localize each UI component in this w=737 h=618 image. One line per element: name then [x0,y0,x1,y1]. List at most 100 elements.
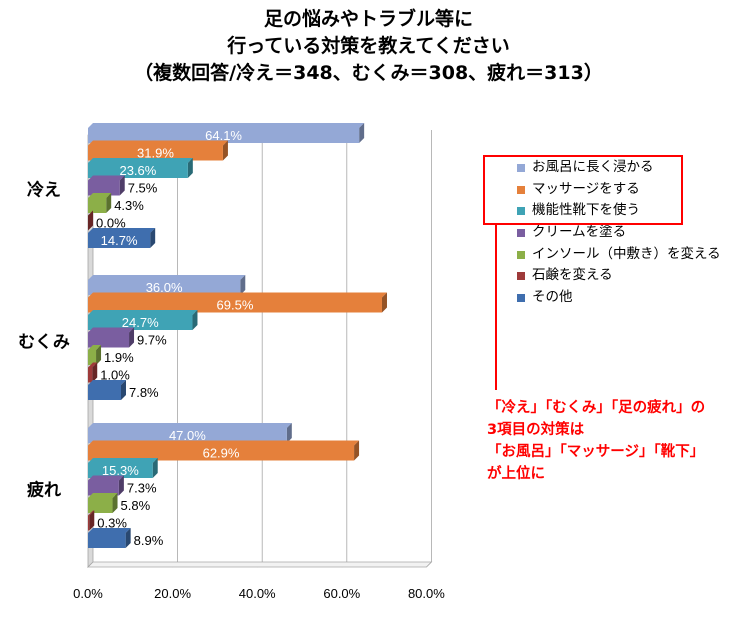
bar-top [88,380,126,385]
data-label: 62.9% [203,446,240,461]
callout-annotation: 「冷え」「むくみ」「足の疲れ」の 3項目の対策は 「お風呂」「マッサージ」「靴下… [487,397,727,485]
data-label: 69.5% [217,298,254,313]
data-label: 64.1% [205,128,242,143]
legend: お風呂に長く浸かる マッサージをする 機能性靴下を使うクリームを塗る インソール（中敷… [515,157,721,309]
bar-top [88,123,365,128]
title-line-3: （複数回答/冷え＝348、むくみ＝308、疲れ＝313） [134,62,603,84]
x-tick-label: 40.0% [239,586,276,601]
bar-top [88,292,387,298]
bar-side [129,327,135,348]
category-label: 疲れ [27,479,61,500]
legend-label: お風呂に長く浸かる [532,159,654,175]
x-tick-label: 60.0% [323,586,360,601]
bar [88,145,223,161]
bar-side [125,528,131,548]
legend-swatch [517,250,525,259]
bar [88,350,97,365]
bar [88,280,241,295]
category-label: むくみ [18,332,70,352]
data-label: 5.8% [121,498,151,513]
bar [88,233,151,248]
data-label: 1.9% [104,350,134,365]
bar-side [150,228,156,248]
bar [88,315,193,330]
axis-floor [87,561,433,568]
bar-top [88,158,193,163]
x-tick-label: 20.0% [154,586,191,601]
bar-top [88,193,112,198]
legend-swatch [517,229,525,238]
legend-item: 機能性靴下を使う [515,200,721,222]
bar-top [88,493,118,498]
x-tick-label: 80.0% [408,586,445,601]
bar-top [88,175,125,181]
bar-top [88,310,198,315]
data-label: 9.7% [137,333,167,348]
legend-highlight-box [483,155,683,225]
data-label: 14.7% [101,233,138,248]
legend-swatch [517,272,525,281]
legend-item: マッサージをする [515,179,721,201]
data-label: 15.3% [102,463,139,478]
legend-item: クリームを塗る [515,222,721,244]
chart-title: 足の悩みやトラブル等に 行っている対策を教えてください （複数回答/冷え＝348… [0,6,737,87]
bar-side [88,210,93,231]
bar-top [88,423,292,428]
legend-item: その他 [515,287,721,309]
bar-top [88,140,228,146]
bar-side [286,423,292,443]
data-label: 31.9% [137,146,174,161]
callout-line-2: 3項目の対策は [487,422,585,438]
bar-side [118,475,124,496]
callout-line-3: 「お風呂」「マッサージ」「靴下」 [487,444,705,460]
bar-side [240,275,246,295]
bar-top [88,528,131,533]
legend-item: お風呂に長く浸かる [515,157,721,179]
bar-side [381,292,387,313]
bar-side [354,440,360,461]
bar-side [92,362,98,383]
bar-side [187,158,193,178]
bar-side [192,310,198,330]
legend-label: その他 [532,289,573,306]
legend-swatch [517,294,525,303]
bar-top [88,475,124,481]
bar-top [88,327,135,333]
bar [88,128,360,143]
data-label: 8.9% [134,533,164,548]
legend-swatch [517,185,525,194]
legend-swatch [517,164,525,172]
bar-top [88,275,246,280]
data-label: 36.0% [146,280,183,295]
bar-top [88,510,95,516]
legend-label: マッサージをする [532,180,640,197]
bar [88,463,153,478]
bar [88,385,121,400]
bar-side [96,345,102,365]
legend-label: インソール（中敷き）を変える [532,245,721,262]
legend-label: 機能性靴下を使う [532,202,640,219]
bar [88,163,188,178]
data-label: 7.8% [129,385,159,400]
legend-label: 石鹸を変える [532,267,613,284]
bar [88,180,120,196]
x-tick-label: 0.0% [73,586,103,601]
bar [88,367,93,383]
callout-connector-line [495,225,497,390]
bar-top [88,362,98,368]
callout-line-4: が上位に [487,466,545,482]
legend-item: インソール（中敷き）を変える [515,244,721,266]
legend-swatch [517,207,525,216]
bar [88,445,355,461]
data-label: 23.6% [119,163,156,178]
bar-top [88,458,158,463]
bar [88,332,130,348]
bar [88,498,113,513]
title-line-2: 行っている対策を教えてください [227,35,510,57]
bar [88,198,107,213]
data-label: 24.7% [122,315,159,330]
data-label: 7.5% [128,181,158,196]
bar-top [88,440,360,446]
bar-side [359,123,365,143]
